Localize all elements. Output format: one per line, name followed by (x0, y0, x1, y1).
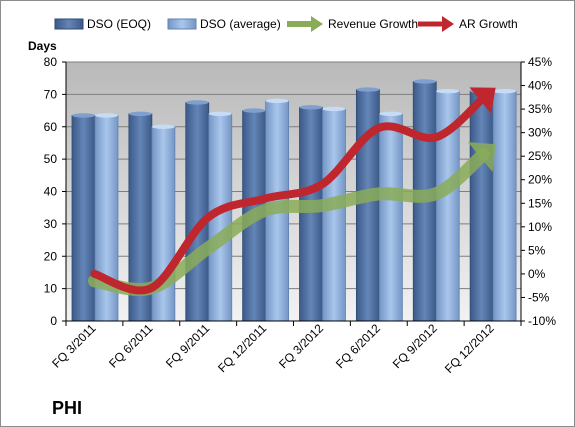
x-tick-label: FQ 3/2012 (276, 321, 326, 371)
bar-top-cap (493, 88, 517, 94)
bar-top-cap (413, 79, 437, 84)
y-right-tick-label: 40% (528, 79, 552, 93)
y-left-tick-label: 70 (44, 87, 58, 101)
x-tick-label: FQ 6/2012 (333, 321, 383, 371)
x-tick-label: FQ 9/2011 (163, 321, 213, 371)
legend-swatch-dso-average (167, 18, 197, 30)
bar-top-cap (379, 111, 403, 117)
bar-dso-eoq (185, 102, 210, 322)
y-left-tick-label: 20 (44, 249, 58, 263)
arrowhead-ar-growth (469, 87, 496, 114)
bar-top-cap (265, 98, 289, 104)
x-tick-label: FQ 12/2012 (442, 321, 497, 376)
legend-label: DSO (EOQ) (87, 17, 151, 31)
y-right-tick-label: 45% (528, 55, 552, 69)
bar-top-cap (72, 113, 95, 118)
bar-top-cap (128, 111, 152, 117)
growth-lines (87, 87, 496, 296)
bar-dso-eoq (299, 106, 323, 322)
legend-label: AR Growth (459, 17, 518, 31)
arrowhead-revenue-growth (467, 141, 496, 172)
y-left-tick-label: 10 (44, 282, 58, 296)
y-left-tick-label: 50 (44, 152, 58, 166)
legend-swatch-dso-eoq (54, 18, 84, 30)
y-left-tick-label: 0 (50, 314, 57, 328)
bar-top-cap (299, 105, 323, 110)
y-right-tick-label: -5% (528, 290, 550, 304)
y-right-tick-label: 0% (528, 267, 546, 281)
legend-label: Revenue Growth (328, 17, 418, 31)
y-right-tick-label: 20% (528, 173, 552, 187)
x-tick-label: FQ 9/2012 (390, 321, 440, 371)
y-left-tick-label: 40 (44, 185, 58, 199)
y-left-tick-label: 80 (44, 55, 58, 69)
bar-top-cap (322, 106, 346, 112)
x-tick-label: FQ 3/2011 (49, 321, 99, 371)
bar-top-cap (151, 124, 175, 129)
bar-top-cap (356, 87, 380, 92)
bar-dso-average (322, 108, 346, 322)
bar-dso-eoq (71, 115, 96, 322)
y-left-tick-label: 30 (44, 217, 58, 231)
bar-dso-average (378, 113, 403, 322)
legend-swatch-arrowhead (442, 16, 454, 32)
x-tick-label: FQ 6/2011 (106, 321, 156, 371)
bar-top-cap (208, 111, 232, 117)
legend-swatch-arrowhead (311, 16, 323, 32)
legend-label: DSO (average) (200, 17, 281, 31)
bar-dso-eoq (469, 90, 494, 322)
y-right-tick-label: 25% (528, 149, 552, 163)
bar-dso-eoq (355, 89, 380, 322)
y-right-tick-label: 5% (528, 243, 546, 257)
line-ar-growth (90, 93, 488, 295)
y-left-tick-label: 60 (44, 120, 58, 134)
bar-top-cap (95, 113, 118, 118)
bar-top-cap (185, 100, 209, 105)
bar-dso-average (492, 90, 517, 322)
ticker-label: PHI (52, 398, 82, 418)
y-right-tick-label: 30% (528, 126, 552, 140)
bar-top-cap (436, 88, 460, 94)
legend: DSO (EOQ) DSO (average) Revenue Growth AR G… (54, 16, 518, 32)
y-right-tick-label: -10% (528, 314, 556, 328)
y-right-tick-label: 10% (528, 220, 552, 234)
y-right-tick-label: 15% (528, 196, 552, 210)
y-right-tick-label: 35% (528, 102, 552, 116)
bar-top-cap (242, 108, 266, 113)
x-tick-label: FQ 12/2011 (215, 321, 269, 375)
y-axis-title: Days (28, 39, 57, 53)
